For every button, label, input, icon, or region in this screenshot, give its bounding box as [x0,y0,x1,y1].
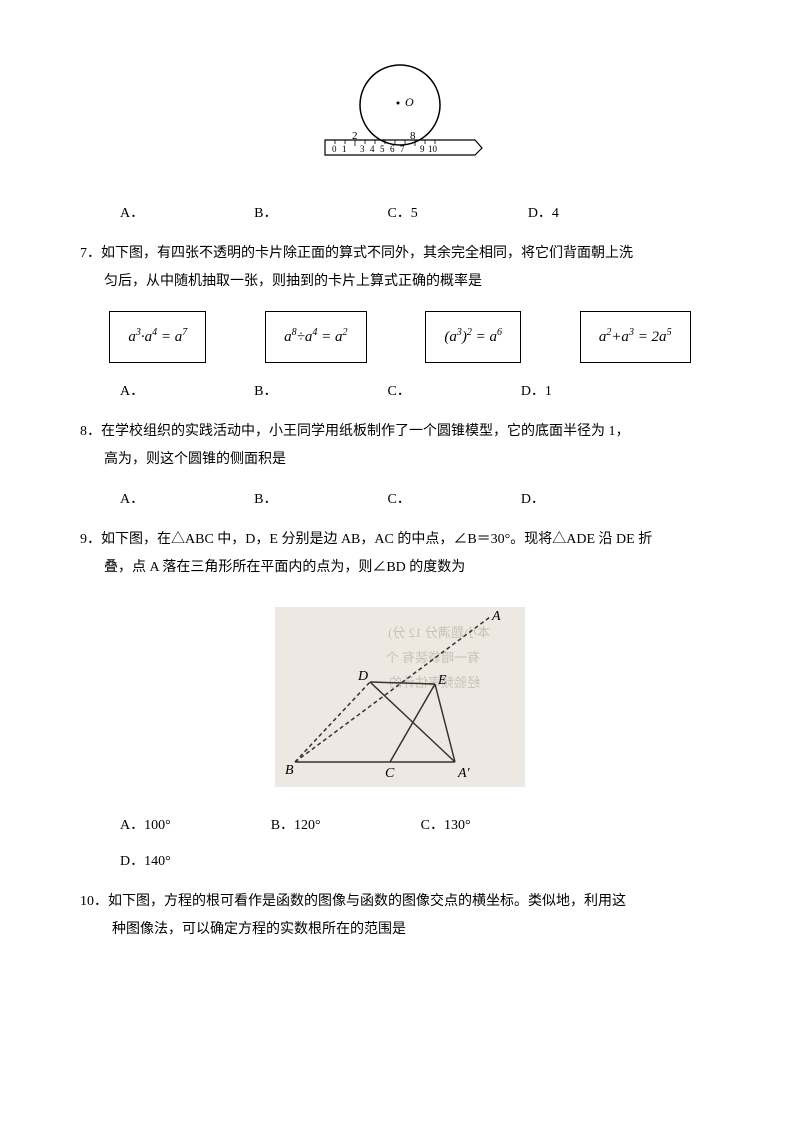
q7-cards: a3·a4 = a7 a8÷a4 = a2 (a3)2 = a6 a2+a3 =… [90,311,710,363]
q6-options: A． B． C．5 D．4 [80,200,720,228]
svg-text:C: C [385,766,395,781]
q6-option-d: D．4 [528,200,559,228]
q7-line1: 如下图，有四张不透明的卡片除正面的算式不同外，其余完全相同，将它们背面朝上洗 [101,246,633,261]
question-7: 7．如下图，有四张不透明的卡片除正面的算式不同外，其余完全相同，将它们背面朝上洗… [80,240,720,296]
q9-options-row1: A．100° B．120° C．130° [80,812,720,840]
q9-option-b: B．120° [271,812,321,840]
q7-option-c: C． [387,378,410,406]
q7-options: A． B． C． D．1 [80,378,720,406]
svg-text:10: 10 [428,144,438,154]
q9-options-row2: D．140° [80,848,720,876]
q6-figure: O 01 34 56 7 910 2 8 [80,60,720,180]
q7-option-b: B． [254,378,277,406]
svg-text:5: 5 [380,144,385,154]
q7-option-a: A． [120,378,144,406]
q9-line1: 如下图，在△ABC 中，D，E 分别是边 AB，AC 的中点，∠B＝30°。现将… [101,532,652,547]
svg-text:E: E [437,673,447,688]
svg-text:1: 1 [342,144,347,154]
svg-text:9: 9 [420,144,425,154]
svg-text:本小题满分 12 分): 本小题满分 12 分) [388,625,490,640]
q7-text: 7．如下图，有四张不透明的卡片除正面的算式不同外，其余完全相同，将它们背面朝上洗 [80,240,720,268]
q6-option-a: A． [120,200,144,228]
q8-number: 8． [80,424,101,439]
svg-text:B: B [285,763,294,778]
circle-ruler-diagram: O 01 34 56 7 910 2 8 [310,60,490,180]
q7-option-d: D．1 [521,378,552,406]
svg-text:7: 7 [400,144,405,154]
q7-line2: 匀后，从中随机抽取一张，则抽到的卡片上算式正确的概率是 [80,268,720,296]
q9-option-d: D．140° [120,854,171,869]
q10-line1: 如下图，方程的根可看作是函数的图像与函数的图像交点的横坐标。类似地，利用这 [108,894,626,909]
q9-option-a: A．100° [120,812,171,840]
q10-line2: 种图像法，可以确定方程的实数根所在的范围是 [80,916,720,944]
svg-text:0: 0 [332,144,337,154]
svg-text:A′: A′ [457,766,471,781]
q8-text: 8．在学校组织的实践活动中，小王同学用纸板制作了一个圆锥模型，它的底面半径为 1… [80,418,720,446]
card-4: a2+a3 = 2a5 [580,311,691,363]
q9-option-c: C．130° [421,812,471,840]
q10-text: 10．如下图，方程的根可看作是函数的图像与函数的图像交点的横坐标。类似地，利用这 [80,888,720,916]
card-1: a3·a4 = a7 [109,311,206,363]
q8-line2: 高为，则这个圆锥的侧面积是 [80,446,720,474]
q9-line2: 叠，点 A 落在三角形所在平面内的点为，则∠BD 的度数为 [80,554,720,582]
q8-option-a: A． [120,486,144,514]
question-10: 10．如下图，方程的根可看作是函数的图像与函数的图像交点的横坐标。类似地，利用这… [80,888,720,944]
svg-text:有一暗袋装有 个: 有一暗袋装有 个 [386,650,480,665]
svg-text:3: 3 [360,144,365,154]
q6-option-b: B． [254,200,277,228]
q8-line1: 在学校组织的实践活动中，小王同学用纸板制作了一个圆锥模型，它的底面半径为 1， [101,424,630,439]
question-8: 8．在学校组织的实践活动中，小王同学用纸板制作了一个圆锥模型，它的底面半径为 1… [80,418,720,474]
svg-text:D: D [357,669,368,684]
card-3: (a3)2 = a6 [425,311,521,363]
question-9: 9．如下图，在△ABC 中，D，E 分别是边 AB，AC 的中点，∠B＝30°。… [80,526,720,582]
q7-number: 7． [80,246,101,261]
svg-text:A: A [491,609,501,624]
svg-text:6: 6 [390,144,395,154]
svg-text:O: O [405,95,414,109]
q9-number: 9． [80,532,101,547]
q8-option-c: C． [387,486,410,514]
q8-option-d: D． [521,486,545,514]
triangle-fold-diagram: 本小题满分 12 分) 有一暗袋装有 个 经验频率估计的 A B C D E A… [270,602,530,792]
svg-text:4: 4 [370,144,375,154]
q10-number: 10． [80,894,108,909]
q8-option-b: B． [254,486,277,514]
q9-figure: 本小题满分 12 分) 有一暗袋装有 个 经验频率估计的 A B C D E A… [80,602,720,792]
q8-options: A． B． C． D． [80,486,720,514]
card-2: a8÷a4 = a2 [265,311,366,363]
q6-option-c: C．5 [387,200,417,228]
q9-text: 9．如下图，在△ABC 中，D，E 分别是边 AB，AC 的中点，∠B＝30°。… [80,526,720,554]
